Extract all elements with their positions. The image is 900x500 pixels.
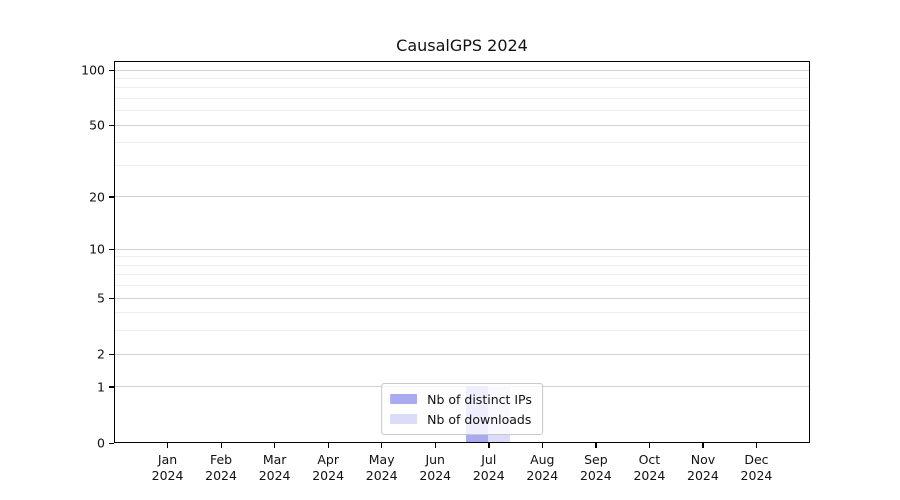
x-tick-mark xyxy=(167,443,169,448)
legend-label-downloads: Nb of downloads xyxy=(427,411,532,427)
x-tick-label: Jun 2024 xyxy=(419,452,452,483)
x-tick-mark xyxy=(488,443,490,448)
y-tick-label: 50 xyxy=(89,117,105,133)
x-tick-mark xyxy=(702,443,704,448)
gridline-major xyxy=(115,353,809,355)
x-tick-label: Mar 2024 xyxy=(258,452,291,483)
x-tick-mark xyxy=(541,443,544,448)
plot-area: Nb of distinct IPs Nb of downloads xyxy=(114,61,810,443)
x-tick-label: Nov 2024 xyxy=(687,452,719,483)
x-tick-label: May 2024 xyxy=(365,452,398,483)
legend-label-distinct-ips: Nb of distinct IPs xyxy=(427,391,532,407)
x-tick-label: Aug 2024 xyxy=(526,452,559,483)
gridline-minor xyxy=(115,256,809,258)
x-tick-mark xyxy=(381,443,383,448)
gridline-minor xyxy=(115,165,809,166)
y-tick-mark xyxy=(109,248,114,251)
y-tick-mark xyxy=(109,353,114,356)
gridline-minor xyxy=(115,87,809,89)
y-tick-label: 5 xyxy=(97,290,105,306)
y-tick-mark xyxy=(109,196,114,198)
gridline-major xyxy=(115,196,809,198)
gridline-minor xyxy=(115,330,809,332)
x-tick-label: Jan 2024 xyxy=(151,452,184,483)
gridline-minor xyxy=(115,77,809,79)
gridline-minor xyxy=(115,110,809,112)
gridline-major xyxy=(115,248,809,250)
x-tick-label: Sep 2024 xyxy=(579,452,612,483)
gridline-minor xyxy=(115,312,809,314)
y-tick-mark xyxy=(109,297,114,299)
y-tick-mark xyxy=(109,442,114,444)
y-tick-label: 10 xyxy=(89,241,105,257)
x-tick-mark xyxy=(595,443,597,448)
x-tick-mark xyxy=(274,443,276,448)
x-tick-mark xyxy=(327,443,329,448)
gridline-major xyxy=(115,69,809,71)
gridline-minor xyxy=(115,285,809,287)
chart-title: CausalGPS 2024 xyxy=(396,36,528,55)
x-tick-label: Apr 2024 xyxy=(312,452,345,483)
gridline-minor xyxy=(115,98,809,100)
gridline-major xyxy=(115,124,809,126)
gridline-minor xyxy=(115,142,809,144)
x-tick-mark xyxy=(220,443,222,448)
y-tick-label: 20 xyxy=(89,189,105,205)
gridline-minor xyxy=(115,264,809,266)
x-tick-label: Dec 2024 xyxy=(740,452,773,483)
legend-swatch-downloads-icon xyxy=(390,414,418,424)
y-tick-label: 0 xyxy=(97,435,105,451)
legend-item-downloads: Nb of downloads xyxy=(390,409,532,429)
x-tick-mark xyxy=(434,443,437,448)
x-tick-label: Oct 2024 xyxy=(633,452,666,483)
y-tick-mark xyxy=(109,386,114,388)
y-tick-mark xyxy=(109,69,114,71)
x-tick-mark xyxy=(648,443,651,448)
legend-swatch-distinct-ips-icon xyxy=(390,394,418,404)
legend-item-distinct-ips: Nb of distinct IPs xyxy=(390,389,532,409)
y-tick-mark xyxy=(109,124,114,127)
x-tick-label: Jul 2024 xyxy=(472,452,505,483)
y-tick-label: 2 xyxy=(97,346,105,362)
y-tick-label: 100 xyxy=(81,62,105,78)
x-tick-label: Feb 2024 xyxy=(205,452,237,483)
gridline-major xyxy=(115,297,809,299)
y-tick-label: 1 xyxy=(97,379,105,395)
gridline-minor xyxy=(115,274,809,276)
legend: Nb of distinct IPs Nb of downloads xyxy=(381,383,543,435)
x-tick-mark xyxy=(755,443,758,448)
